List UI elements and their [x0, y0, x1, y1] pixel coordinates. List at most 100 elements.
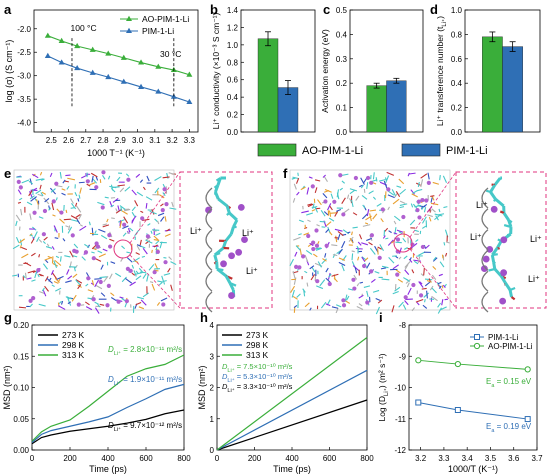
y-tick-label: 2 [210, 384, 215, 393]
bond [149, 210, 157, 215]
bar-ao-pim-1-li [366, 85, 387, 133]
bond [404, 261, 411, 268]
bond [131, 264, 135, 269]
bond [135, 270, 139, 274]
bond [403, 277, 409, 281]
y-tick-label: 0.4 [451, 79, 463, 88]
panel-letter-g: g [4, 310, 12, 325]
bond [296, 293, 301, 298]
li-ion [500, 269, 508, 277]
hop-arrow [205, 229, 213, 251]
bond [56, 275, 64, 280]
y-tick-label: -2.0 [17, 25, 31, 34]
chain-bond [213, 254, 219, 263]
bond [303, 232, 310, 236]
bond [15, 220, 18, 227]
bond [39, 184, 42, 190]
bond [151, 249, 153, 253]
bond [39, 290, 45, 295]
bond [129, 227, 134, 232]
li-label-e2: Li⁺ [242, 228, 254, 238]
bond [310, 274, 316, 281]
bond [289, 258, 294, 267]
bond [345, 295, 350, 301]
bond [307, 203, 313, 206]
bond [70, 219, 79, 223]
bond [145, 236, 152, 241]
bond [361, 256, 366, 263]
bond [21, 179, 30, 184]
bond [395, 241, 402, 244]
li-ion [301, 254, 306, 259]
bond [387, 190, 395, 196]
y-axis-label-end: ) (m² s⁻¹) [377, 353, 387, 388]
data-point [44, 32, 51, 38]
bond [37, 193, 43, 197]
bond [325, 221, 332, 227]
bond [428, 216, 432, 222]
panel-e-simulation: Li⁺ Li⁺ Li⁺ [12, 169, 273, 314]
y-tick-label: -3.0 [17, 72, 31, 81]
bond [131, 211, 136, 218]
bond [159, 194, 165, 199]
bond [84, 301, 90, 306]
d-subscript: Li⁺ [114, 350, 121, 357]
panel-letter-e: e [4, 166, 11, 181]
legend-marker-1 [126, 27, 132, 33]
bond [164, 233, 171, 237]
y-tick-label: 0.15 [13, 352, 29, 361]
bond [395, 191, 401, 198]
bond [442, 284, 446, 289]
ea-value: = 0.19 eV [494, 422, 531, 431]
bond [34, 270, 38, 279]
bond [70, 215, 78, 220]
li-ion [91, 256, 96, 261]
side-bond [230, 230, 234, 235]
side-bond [496, 246, 501, 250]
bond [145, 239, 153, 244]
li-ion [105, 303, 110, 308]
bond [38, 273, 42, 277]
legend-label-1: PIM-1-Li [142, 26, 174, 36]
li-ion [100, 205, 105, 210]
bond [76, 219, 81, 225]
x-tick-label: 0 [215, 454, 220, 463]
bond [292, 295, 298, 300]
li-ion [314, 228, 319, 233]
bond [121, 276, 127, 283]
bond [50, 188, 56, 193]
x-tick-label: 3.0 [132, 136, 144, 145]
bond [411, 193, 418, 198]
li-ion [490, 205, 498, 213]
y-tick-label: -3.5 [17, 95, 31, 104]
bond [352, 265, 360, 272]
bond [331, 244, 338, 247]
bond [91, 227, 94, 236]
bond [393, 220, 397, 225]
chain-bond [216, 267, 228, 278]
zoom-circle-e [113, 239, 133, 259]
bond [71, 294, 77, 302]
bond [30, 252, 36, 257]
legend-label: 273 K [62, 330, 85, 340]
bond [361, 213, 368, 220]
bond [63, 218, 71, 221]
x-tick-label: 2.8 [97, 136, 109, 145]
bond [107, 175, 111, 180]
bond [426, 279, 432, 283]
bond [140, 210, 144, 214]
data-point [138, 83, 145, 89]
legend-swatch-green [257, 143, 297, 157]
bond [317, 199, 322, 206]
bond [166, 228, 171, 232]
li-ion [352, 286, 357, 291]
bond [55, 255, 60, 259]
bond [84, 243, 90, 248]
bond [424, 278, 433, 281]
data-point [415, 357, 422, 364]
zoom-circle-f [393, 233, 413, 253]
bond [150, 230, 153, 234]
bond [366, 262, 371, 269]
chain-bond [217, 197, 229, 208]
bond [404, 300, 409, 306]
